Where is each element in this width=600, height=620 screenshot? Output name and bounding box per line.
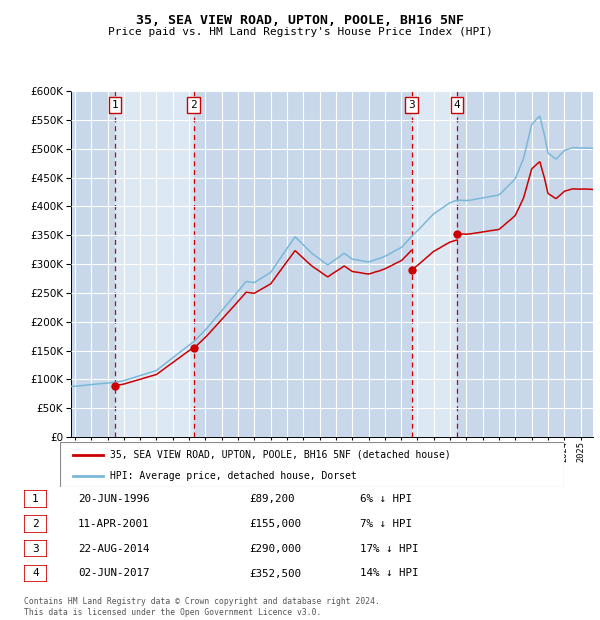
Text: 35, SEA VIEW ROAD, UPTON, POOLE, BH16 5NF: 35, SEA VIEW ROAD, UPTON, POOLE, BH16 5N… xyxy=(136,14,464,27)
Bar xyxy=(194,91,412,437)
Text: 6% ↓ HPI: 6% ↓ HPI xyxy=(360,494,412,504)
Bar xyxy=(412,91,457,437)
Text: 17% ↓ HPI: 17% ↓ HPI xyxy=(360,544,419,554)
Text: £155,000: £155,000 xyxy=(249,519,301,529)
Bar xyxy=(71,91,115,437)
Text: 7% ↓ HPI: 7% ↓ HPI xyxy=(360,519,412,529)
Text: Contains HM Land Registry data © Crown copyright and database right 2024.
This d: Contains HM Land Registry data © Crown c… xyxy=(24,598,380,617)
Bar xyxy=(115,91,194,437)
Text: 4: 4 xyxy=(32,569,39,578)
Bar xyxy=(71,91,115,437)
Text: 3: 3 xyxy=(32,544,39,554)
Text: 14% ↓ HPI: 14% ↓ HPI xyxy=(360,569,419,578)
Text: Price paid vs. HM Land Registry's House Price Index (HPI): Price paid vs. HM Land Registry's House … xyxy=(107,27,493,37)
Text: £352,500: £352,500 xyxy=(249,569,301,578)
Text: £290,000: £290,000 xyxy=(249,544,301,554)
Text: 11-APR-2001: 11-APR-2001 xyxy=(78,519,149,529)
Text: HPI: Average price, detached house, Dorset: HPI: Average price, detached house, Dors… xyxy=(110,471,357,480)
Text: 3: 3 xyxy=(408,100,415,110)
Text: 1: 1 xyxy=(112,100,119,110)
Text: 02-JUN-2017: 02-JUN-2017 xyxy=(78,569,149,578)
Text: 1: 1 xyxy=(32,494,39,504)
Bar xyxy=(457,91,593,437)
Text: 2: 2 xyxy=(32,519,39,529)
Text: 20-JUN-1996: 20-JUN-1996 xyxy=(78,494,149,504)
Text: £89,200: £89,200 xyxy=(249,494,295,504)
Text: 22-AUG-2014: 22-AUG-2014 xyxy=(78,544,149,554)
Text: 4: 4 xyxy=(454,100,460,110)
Text: 35, SEA VIEW ROAD, UPTON, POOLE, BH16 5NF (detached house): 35, SEA VIEW ROAD, UPTON, POOLE, BH16 5N… xyxy=(110,450,451,459)
Text: 2: 2 xyxy=(190,100,197,110)
